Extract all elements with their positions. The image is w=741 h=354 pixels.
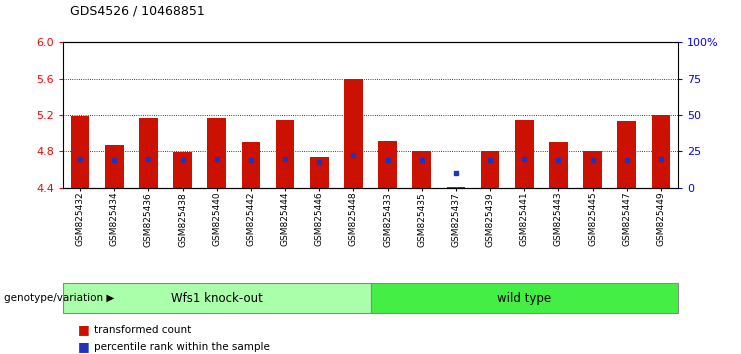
Text: ■: ■ xyxy=(78,324,90,336)
Text: genotype/variation ▶: genotype/variation ▶ xyxy=(4,293,114,303)
Bar xyxy=(344,79,363,188)
Bar xyxy=(617,121,637,188)
Bar xyxy=(378,141,397,188)
Bar xyxy=(70,116,90,188)
Bar xyxy=(276,120,294,188)
Text: percentile rank within the sample: percentile rank within the sample xyxy=(94,342,270,352)
Text: ■: ■ xyxy=(78,341,90,353)
Bar xyxy=(173,152,192,188)
Bar xyxy=(310,157,329,188)
Bar xyxy=(207,118,226,188)
Bar xyxy=(481,152,499,188)
Text: transformed count: transformed count xyxy=(94,325,191,335)
Text: Wfs1 knock-out: Wfs1 knock-out xyxy=(171,292,262,305)
Bar xyxy=(549,142,568,188)
Text: GDS4526 / 10468851: GDS4526 / 10468851 xyxy=(70,5,205,18)
Bar xyxy=(139,118,158,188)
Bar xyxy=(651,115,671,188)
Bar xyxy=(104,145,124,188)
Text: wild type: wild type xyxy=(497,292,551,305)
Bar xyxy=(412,152,431,188)
Bar xyxy=(583,152,602,188)
Bar xyxy=(242,142,260,188)
Bar xyxy=(447,187,465,188)
Bar xyxy=(515,120,534,188)
